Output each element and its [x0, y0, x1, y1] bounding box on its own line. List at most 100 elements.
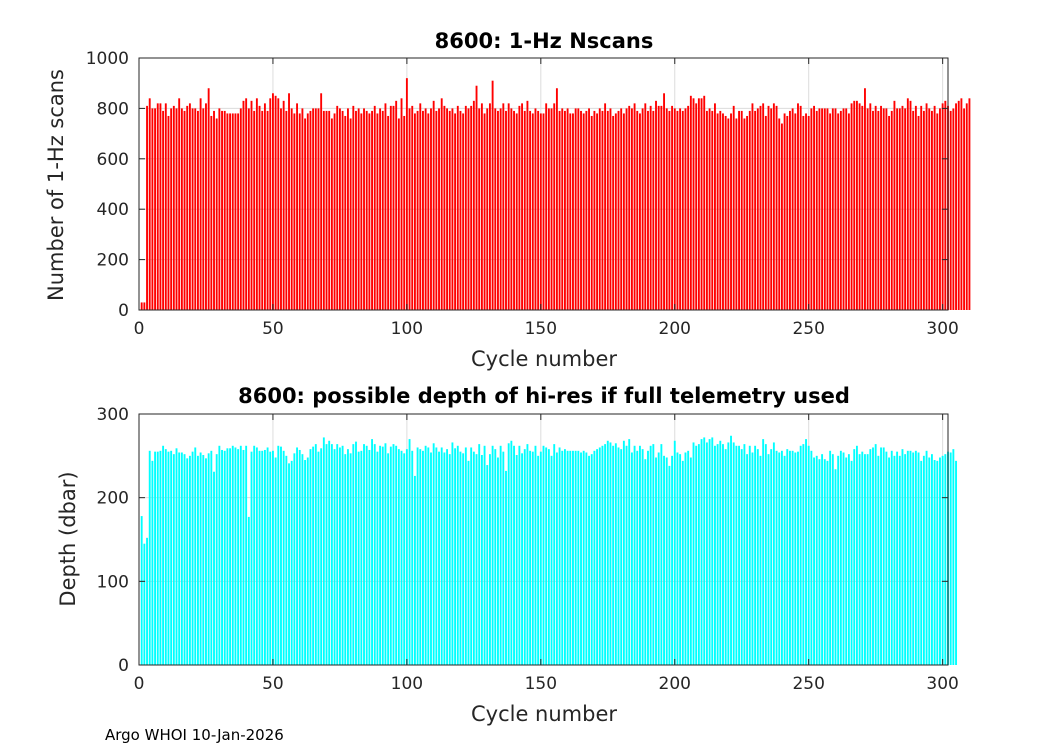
bar [676, 110, 679, 310]
bar [834, 469, 837, 665]
bar [759, 105, 762, 310]
bar [783, 455, 786, 665]
bar [831, 454, 834, 665]
bar [188, 455, 191, 665]
bar [671, 455, 674, 665]
bar [338, 108, 341, 311]
bar [328, 110, 331, 310]
bar [360, 113, 363, 310]
bar [818, 108, 821, 311]
bar [847, 454, 850, 665]
bar [553, 444, 556, 665]
bar [162, 445, 165, 665]
bar [802, 444, 805, 665]
x-tick-label: 50 [262, 319, 284, 339]
bar [574, 450, 577, 665]
bar [756, 449, 759, 665]
bar [823, 108, 826, 311]
bar [523, 110, 526, 310]
bar [513, 110, 515, 310]
bar [448, 110, 451, 310]
bar [371, 110, 373, 310]
bar [679, 454, 682, 665]
bar [285, 455, 288, 665]
bar [547, 108, 550, 311]
bar [622, 113, 625, 310]
bar [365, 110, 368, 310]
y-axis-label: Depth (dbar) [56, 471, 80, 606]
bar [207, 88, 210, 311]
bar [164, 449, 167, 665]
bar [539, 451, 542, 665]
bar [210, 115, 213, 311]
x-tick-label: 0 [134, 319, 145, 339]
bar [952, 449, 955, 665]
bar [154, 451, 157, 665]
bar [365, 445, 368, 665]
bar [464, 105, 467, 310]
chart-title: 8600: 1-Hz Nscans [435, 29, 654, 53]
bar [778, 452, 781, 665]
bar [748, 445, 751, 665]
bar [655, 100, 657, 310]
bar [218, 108, 221, 311]
bar [692, 442, 695, 665]
bar [505, 110, 507, 310]
bar [746, 454, 749, 665]
bar [537, 110, 540, 310]
bar [301, 454, 304, 665]
bar [371, 439, 373, 665]
bar [697, 98, 700, 310]
bar [708, 439, 711, 665]
bar [689, 95, 692, 310]
bar [440, 98, 443, 310]
bar [955, 460, 957, 665]
bar [590, 454, 593, 665]
bar [424, 445, 427, 665]
bar [172, 454, 175, 665]
bar [901, 105, 904, 310]
bar [263, 449, 266, 665]
bar [877, 455, 880, 665]
bar [799, 105, 802, 310]
bar [494, 108, 497, 311]
bar [794, 452, 797, 665]
bar [821, 454, 824, 665]
bar [762, 439, 765, 665]
bar [604, 103, 607, 310]
bar [799, 445, 802, 665]
bar [416, 447, 419, 665]
bar [167, 451, 170, 665]
bar [858, 454, 861, 665]
y-tick-label: 200 [97, 489, 129, 509]
bar [815, 455, 818, 665]
bar [392, 444, 395, 665]
axes-box [138, 413, 949, 666]
bar [732, 105, 735, 310]
bar [888, 115, 891, 311]
bar [239, 445, 242, 665]
bar [296, 447, 298, 665]
bar [298, 449, 301, 665]
bar [644, 103, 647, 310]
bar [347, 108, 349, 311]
bar [655, 457, 657, 665]
bar [912, 110, 915, 310]
bar [510, 108, 513, 311]
bar [488, 103, 491, 310]
x-tick-label: 200 [659, 319, 691, 339]
bar [221, 110, 223, 310]
bar [542, 113, 545, 310]
bar [786, 115, 789, 311]
bar [186, 105, 189, 310]
bar [772, 103, 775, 310]
bar [850, 103, 853, 310]
bar [148, 450, 151, 665]
bar [202, 455, 205, 665]
bar [156, 103, 159, 310]
bar [387, 453, 390, 665]
bar [738, 445, 740, 665]
bar [596, 449, 599, 665]
bar [920, 460, 923, 665]
bar [154, 108, 157, 311]
